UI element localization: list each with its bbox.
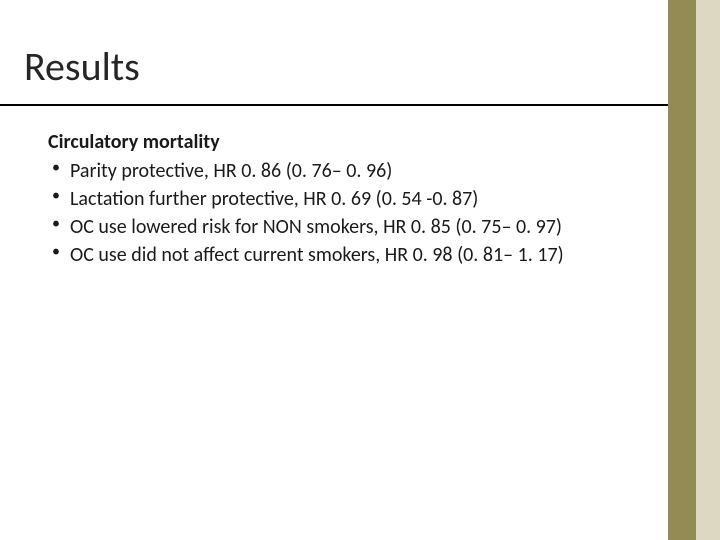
bullet-item: OC use did not affect current smokers, H… [52,242,648,268]
accent-stripe-light [696,0,720,540]
bullet-list: Parity protective, HR 0. 86 (0. 76– 0. 9… [48,158,648,268]
title-underline [0,104,668,106]
accent-stripe-dark [668,0,696,540]
slide-content: Circulatory mortality Parity protective,… [48,130,648,270]
content-subheading: Circulatory mortality [48,130,648,154]
slide-title: Results [24,42,140,91]
bullet-item: Lactation further protective, HR 0. 69 (… [52,186,648,212]
bullet-item: Parity protective, HR 0. 86 (0. 76– 0. 9… [52,158,648,184]
bullet-item: OC use lowered risk for NON smokers, HR … [52,214,648,240]
